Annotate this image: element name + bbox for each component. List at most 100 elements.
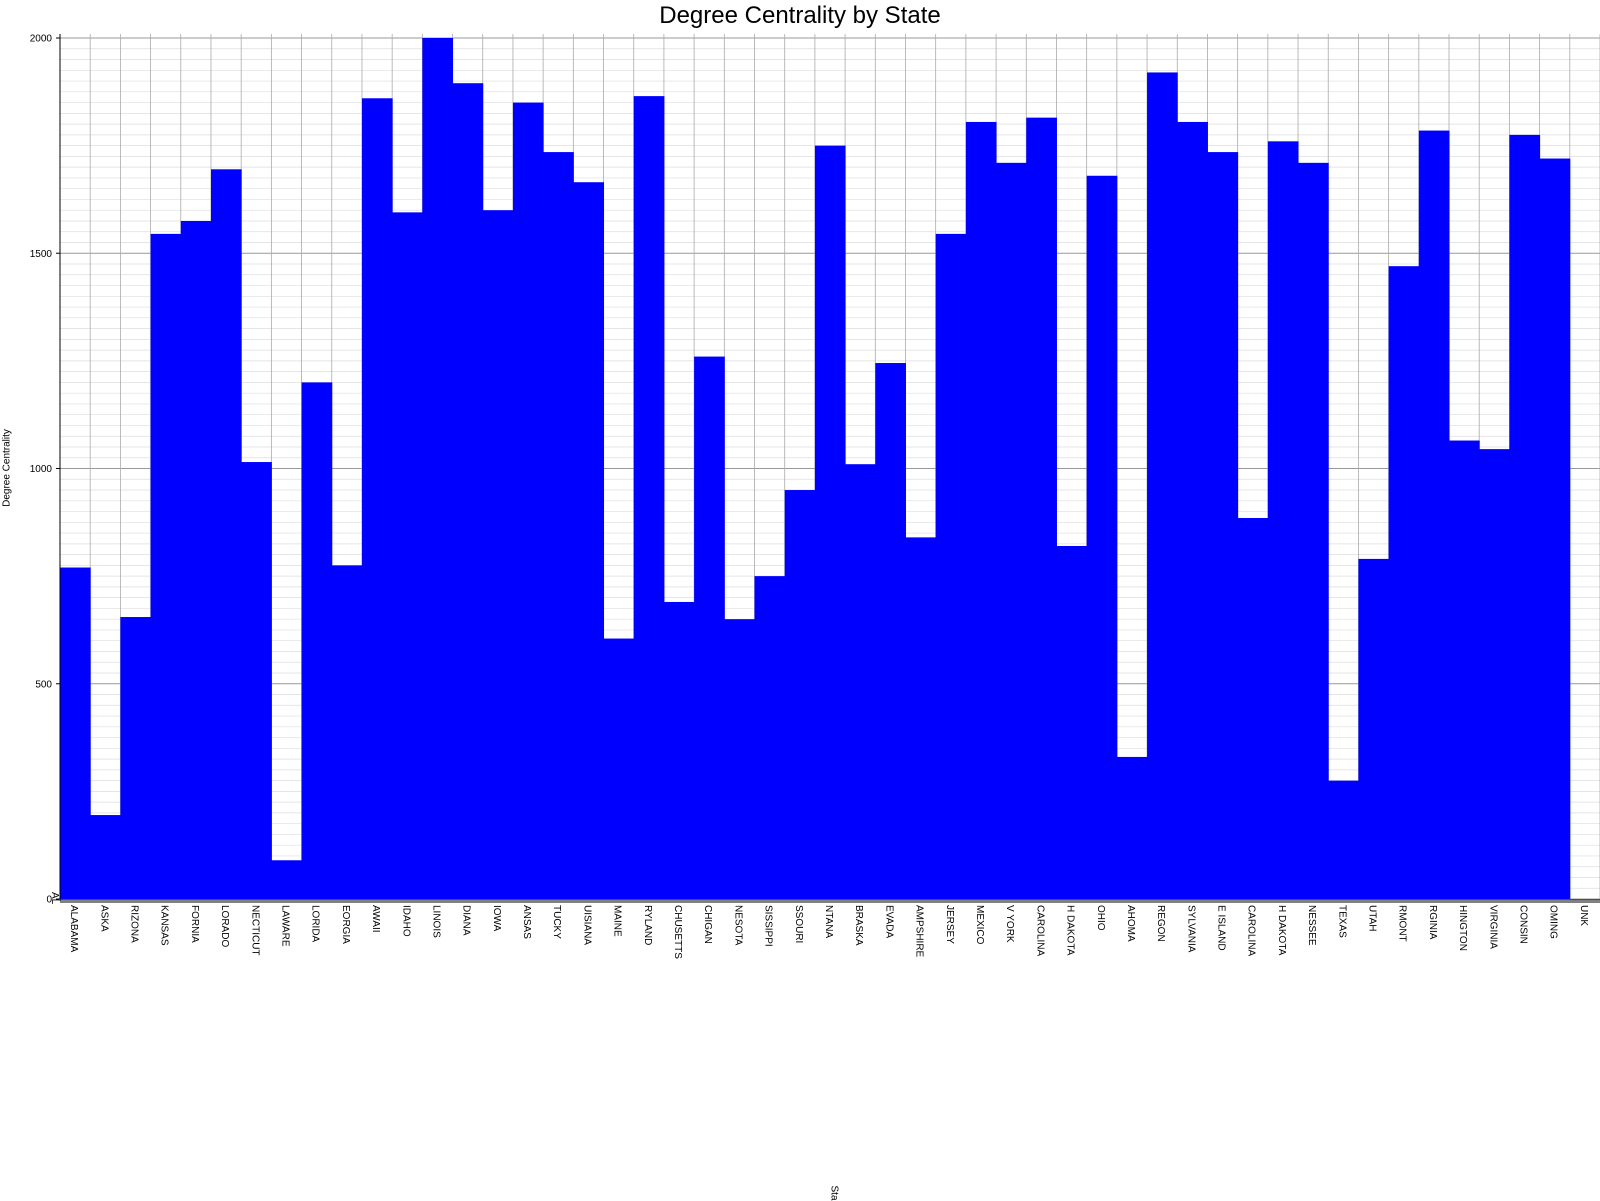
bar-michigan bbox=[694, 356, 725, 899]
bar-missouri bbox=[784, 490, 816, 899]
x-tick-label: E ISLAND bbox=[1216, 905, 1227, 951]
x-tick-label: OMING bbox=[1548, 905, 1559, 939]
bar-alaska bbox=[90, 815, 121, 899]
bar-indiana bbox=[452, 83, 484, 899]
x-tick-label: AHOMA bbox=[1125, 905, 1136, 942]
x-tick-label: UNK bbox=[1578, 905, 1589, 926]
bar-wyoming bbox=[1539, 158, 1571, 900]
x-tick-label: LAWARE bbox=[279, 905, 290, 947]
bar-hawaii bbox=[361, 98, 393, 899]
bar-wisconsin bbox=[1509, 134, 1541, 900]
x-tick-label: ASKA bbox=[98, 905, 109, 932]
x-tick-label: UISIANA bbox=[581, 905, 592, 945]
x-tick-label: VIRGINIA bbox=[1487, 905, 1498, 949]
x-tick-label: NESOTA bbox=[732, 905, 743, 946]
x-tick-label: NESSEE bbox=[1306, 905, 1317, 946]
bar-minnesota bbox=[724, 619, 756, 899]
x-tick-label: MAINE bbox=[612, 905, 623, 937]
bar-south-dakota bbox=[1267, 141, 1299, 899]
bar-west-virginia bbox=[1479, 449, 1510, 899]
x-tick-label: NECTICUT bbox=[249, 905, 260, 956]
y-tick-label: 2000 bbox=[30, 34, 53, 45]
y-tick-label: 0 bbox=[46, 895, 52, 906]
bar-kansas bbox=[512, 102, 544, 899]
x-tick-label: SSOURI bbox=[793, 905, 804, 943]
y-tick-label: 1000 bbox=[30, 464, 53, 475]
x-tick-label: V YORK bbox=[1004, 905, 1015, 943]
bar-connecticut bbox=[241, 462, 272, 899]
x-tick-label: ALABAMA bbox=[68, 905, 79, 953]
x-tick-label: ANSAS bbox=[521, 905, 532, 939]
x-tick-label: UTAH bbox=[1367, 905, 1378, 931]
x-tick-label: CONSIN bbox=[1518, 905, 1529, 944]
x-tick-label: KANSAS bbox=[159, 905, 170, 946]
x-tick-label: OHIO bbox=[1095, 905, 1106, 931]
bar-ohio bbox=[1086, 175, 1118, 899]
x-tick-label: EORGIA bbox=[340, 905, 351, 944]
x-tick-label: CHIGAN bbox=[702, 905, 713, 944]
bar-mississippi bbox=[754, 576, 786, 899]
bar-south-carolina bbox=[1237, 518, 1269, 899]
bar-alabama bbox=[60, 567, 91, 899]
bar-nebraska bbox=[845, 464, 876, 899]
chart-title: Degree Centrality by State bbox=[659, 2, 941, 29]
x-tick-label: RIZONA bbox=[128, 905, 139, 943]
bar-maryland bbox=[633, 96, 665, 900]
x-tick-label: SYLVANIA bbox=[1185, 905, 1196, 953]
x-tick-label: IOWA bbox=[491, 905, 502, 932]
x-tick-label: DIANA bbox=[461, 905, 472, 936]
bar-louisiana bbox=[573, 182, 605, 899]
bar-maine bbox=[603, 638, 635, 899]
bar-idaho bbox=[392, 212, 423, 900]
x-tick-label: HINGTON bbox=[1457, 905, 1468, 951]
y-tick-label: 500 bbox=[35, 679, 52, 690]
x-tick-label: BRASKA bbox=[853, 905, 864, 946]
bar-oklahoma bbox=[1116, 756, 1148, 899]
x-tick-label: MEXICO bbox=[974, 905, 985, 945]
bar-new-mexico bbox=[965, 121, 997, 899]
x-tick-label: LORADO bbox=[219, 905, 230, 947]
bar-new-york bbox=[996, 162, 1027, 900]
bar-montana bbox=[814, 145, 846, 899]
bar-kentucky bbox=[543, 152, 574, 899]
x-tick-label: CHUSETTS bbox=[672, 905, 683, 959]
bar-georgia bbox=[331, 565, 363, 899]
bar-new-hampshire bbox=[905, 537, 937, 899]
x-tick-label: REGON bbox=[1155, 905, 1166, 942]
bar-north-dakota bbox=[1056, 545, 1088, 899]
x-tick-label: EVADA bbox=[883, 905, 894, 938]
x-tick-label: RYLAND bbox=[642, 905, 653, 945]
x-tick-label: CAROLINA bbox=[1246, 905, 1257, 956]
bar-delaware bbox=[271, 860, 303, 899]
bar-washington bbox=[1449, 440, 1480, 899]
bar-oregon bbox=[1147, 72, 1178, 899]
x-tick-label: TEXAS bbox=[1336, 905, 1347, 938]
x-tick-label: SISSIPPI bbox=[763, 905, 774, 947]
x-tick-label: CAROLINA bbox=[1034, 905, 1045, 956]
x-tick-label: FORNIA bbox=[189, 905, 200, 943]
bar-virginia bbox=[1418, 130, 1450, 899]
bar-california bbox=[180, 220, 212, 899]
bar-arkansas bbox=[150, 233, 182, 899]
x-tick-label: RMONT bbox=[1397, 905, 1408, 942]
bar-rhode-island bbox=[1207, 152, 1239, 899]
bar-arizona bbox=[120, 617, 152, 899]
x-tick-label: RGINIA bbox=[1427, 905, 1438, 940]
x-tick-label-corner: AL bbox=[49, 892, 60, 905]
bar-pennsylvania bbox=[1177, 121, 1208, 899]
x-tick-label: AWAII bbox=[370, 905, 381, 933]
bar-texas bbox=[1328, 780, 1359, 899]
bar-utah bbox=[1358, 558, 1390, 899]
x-tick-label: H DAKOTA bbox=[1065, 905, 1076, 956]
bar-vermont bbox=[1388, 266, 1420, 899]
bar-iowa bbox=[482, 210, 514, 899]
bar-massachusetts bbox=[663, 601, 695, 899]
x-tick-label: H DAKOTA bbox=[1276, 905, 1287, 956]
bar-north-carolina bbox=[1026, 117, 1057, 899]
bar-nevada bbox=[875, 363, 906, 900]
x-tick-label: TUCKY bbox=[551, 905, 562, 939]
x-tick-label: LINOIS bbox=[430, 905, 441, 938]
bar-tennessee bbox=[1298, 162, 1329, 900]
